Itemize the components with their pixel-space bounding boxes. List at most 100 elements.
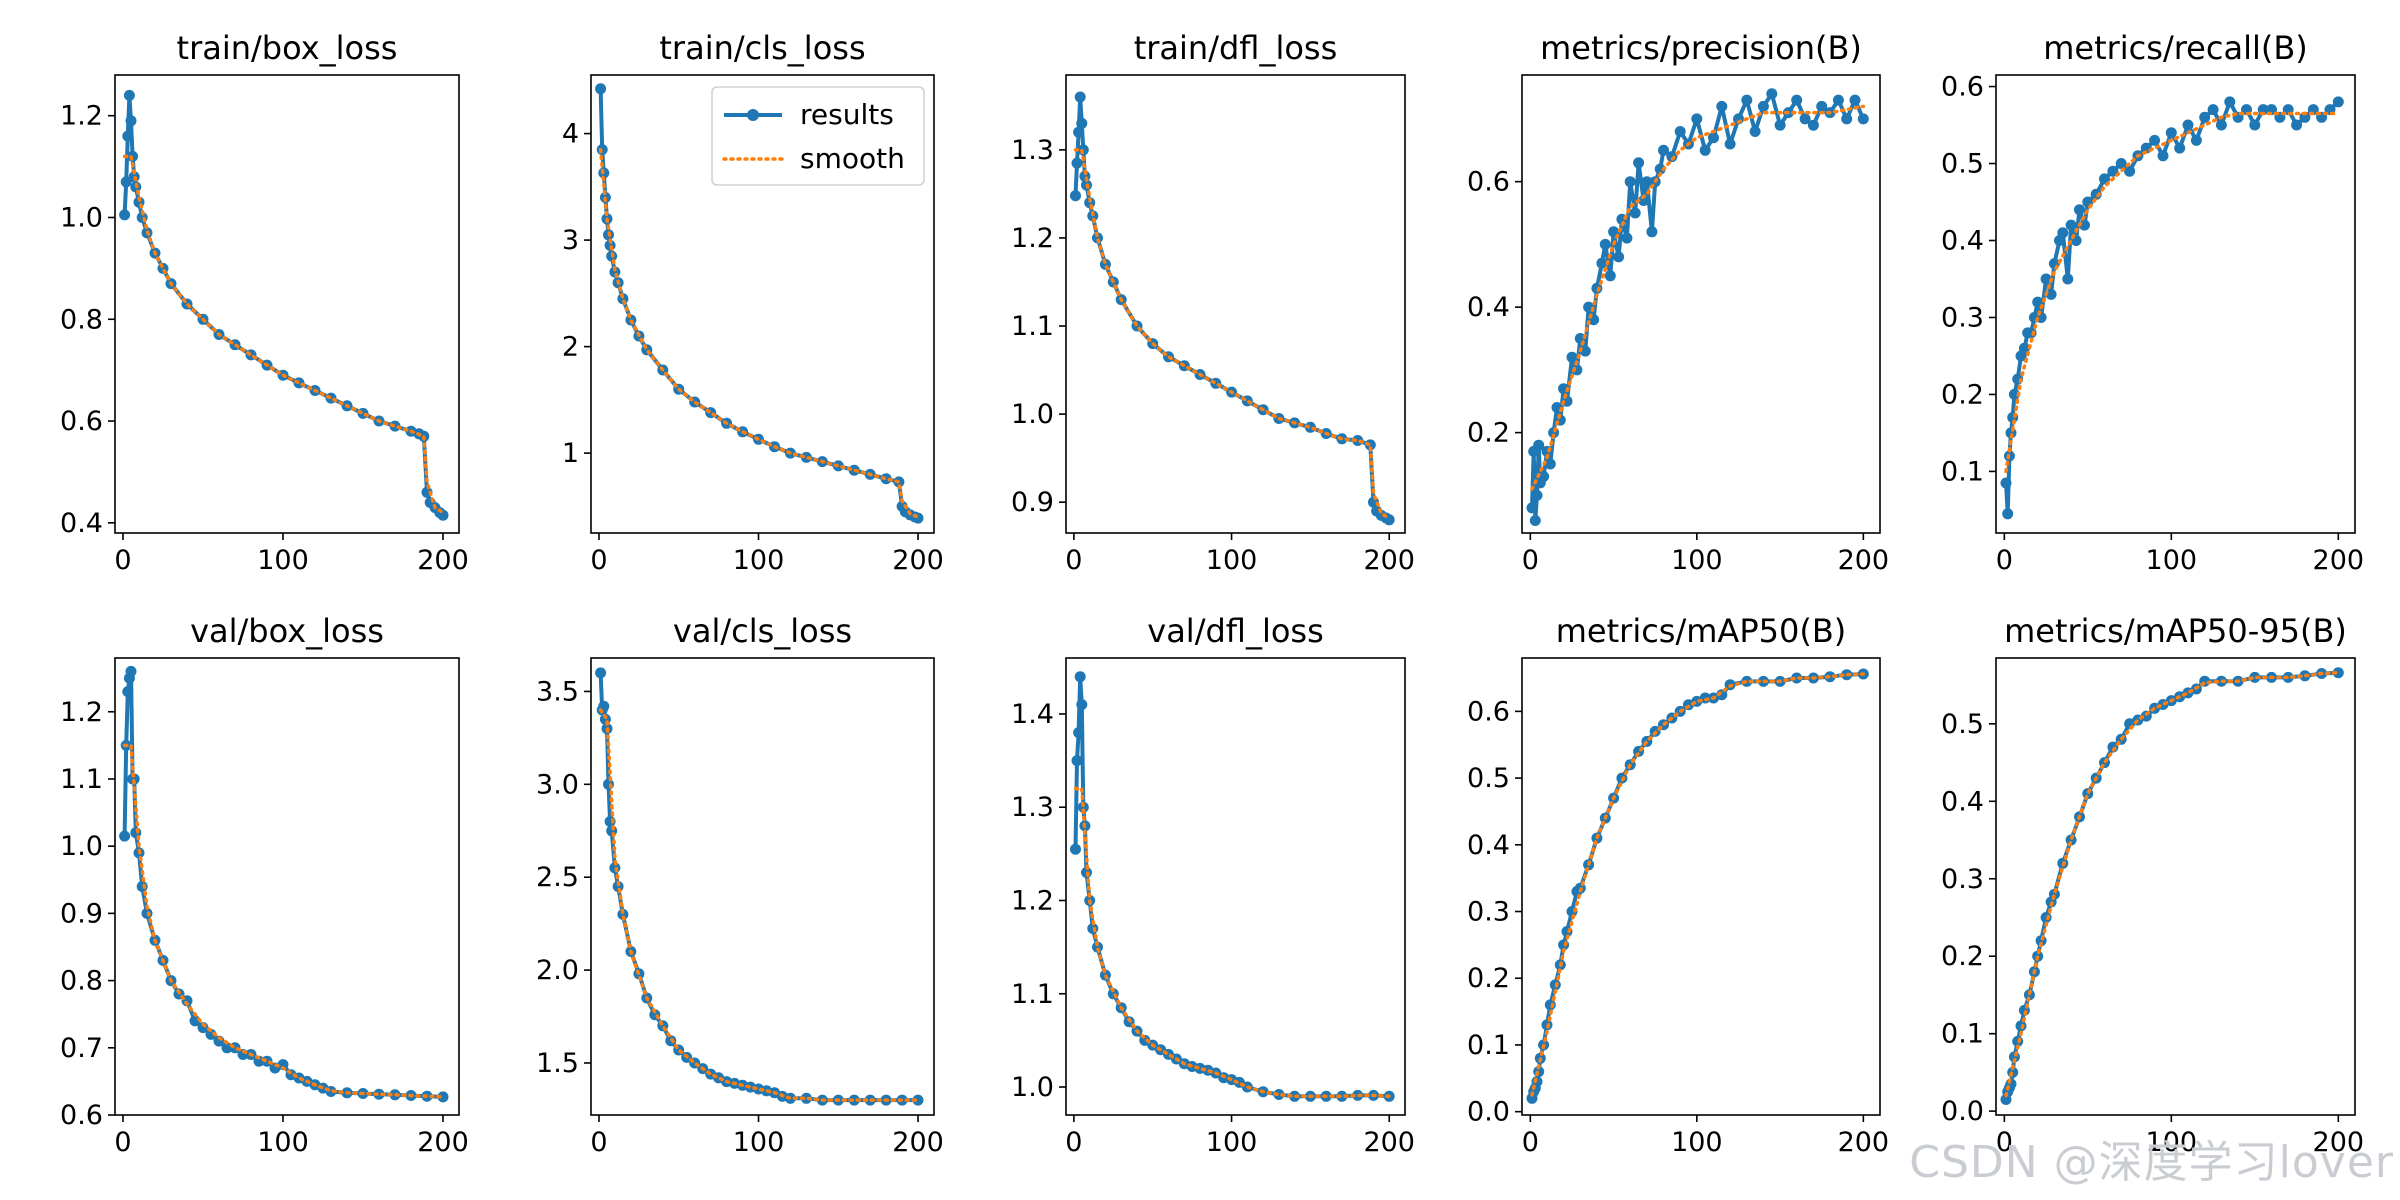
y-tick-label: 1.1 — [1011, 311, 1054, 342]
x-tick-label: 0 — [1065, 545, 1082, 576]
results-point — [2000, 477, 2012, 489]
results-point — [1071, 157, 1083, 169]
results-point — [1799, 113, 1811, 125]
results-point — [1073, 126, 1085, 138]
results-point — [595, 83, 607, 95]
results-point — [848, 1094, 860, 1106]
y-tick-label: 0.5 — [1941, 709, 1984, 740]
results-point — [1641, 176, 1653, 188]
results-point — [1076, 699, 1088, 711]
results-point — [1716, 100, 1728, 112]
results-point — [136, 881, 148, 892]
y-tick-label: 0.3 — [1467, 897, 1510, 928]
results-line — [2004, 99, 2340, 516]
panel-2: train/cls_loss 0 100 200 1 2 3 4 results smooth — [562, 29, 944, 576]
x-tick-label: 0 — [1522, 545, 1539, 576]
legend-frame — [711, 86, 925, 186]
results-point — [1674, 126, 1686, 137]
y-tick-label: 0.6 — [60, 1100, 103, 1131]
results-point — [1766, 88, 1778, 100]
results-line — [1073, 674, 1390, 1099]
results-point — [1629, 207, 1641, 219]
x-tick-label: 200 — [2313, 1127, 2365, 1158]
smooth-line — [1073, 786, 1391, 1099]
x-tick-label: 0 — [590, 1127, 607, 1158]
results-point — [1073, 727, 1085, 739]
axes-frame — [590, 74, 935, 534]
results-point — [1336, 1090, 1348, 1102]
results-point — [2299, 111, 2311, 123]
results-point — [2074, 204, 2085, 216]
y-tick-label: 0.8 — [60, 966, 103, 997]
results-line — [598, 672, 918, 1103]
axes-frame — [590, 657, 935, 1116]
y-tick-label: 0.0 — [1941, 1096, 1984, 1127]
results-point — [119, 830, 131, 842]
results-point — [1638, 195, 1650, 206]
panel-10: metrics/mAP50-95(B) 0 100 200 0.0 0.1 0.2 0.3 0.… — [1941, 612, 2364, 1158]
results-point — [1841, 113, 1853, 125]
panel-3: train/dfl_loss 0 100 200 0.9 1.0 1.1 1.2 1.3 — [1011, 29, 1415, 576]
x-tick-label: 0 — [1065, 1127, 1082, 1158]
y-tick-label: 1.2 — [60, 101, 103, 132]
y-tick-label: 0.2 — [1467, 963, 1510, 994]
results-point — [2048, 888, 2060, 900]
results-point — [1791, 94, 1803, 106]
y-tick-label: 2.5 — [536, 862, 579, 893]
y-tick-label: 1.1 — [60, 764, 103, 795]
y-tick-label: 1.2 — [60, 697, 103, 728]
y-tick-label: 0.8 — [60, 304, 103, 335]
panel-title: metrics/recall(B) — [2043, 29, 2308, 67]
results-point — [2332, 96, 2344, 108]
y-tick-label: 0.4 — [1467, 292, 1510, 323]
x-tick-label: 100 — [733, 545, 785, 576]
smooth-line — [1530, 104, 1866, 491]
x-tick-label: 100 — [2146, 1127, 2198, 1158]
results-point — [1749, 126, 1761, 137]
results-point — [373, 1088, 385, 1100]
y-tick-label: 1.0 — [60, 202, 103, 233]
x-tick-label: 0 — [1996, 1127, 2013, 1158]
results-point — [1604, 270, 1616, 282]
y-tick-label: 0.3 — [1941, 864, 1984, 895]
results-point — [2157, 150, 2169, 162]
x-tick-label: 100 — [2146, 545, 2198, 576]
panel-title: val/cls_loss — [673, 612, 852, 650]
axes-frame — [1995, 657, 2356, 1116]
results-point — [1538, 471, 1550, 482]
results-point — [912, 1094, 924, 1106]
results-point — [2062, 273, 2074, 285]
results-point — [1633, 157, 1645, 169]
x-tick-label: 200 — [1363, 545, 1415, 576]
results-point — [1076, 117, 1088, 129]
results-line — [1073, 95, 1391, 522]
results-point — [1832, 94, 1844, 106]
results-point — [2065, 219, 2077, 231]
results-point — [2190, 134, 2202, 146]
results-line — [1530, 91, 1866, 523]
axes-frame — [1521, 657, 1881, 1116]
x-tick-label: 100 — [1206, 545, 1258, 576]
y-tick-label: 0.1 — [1467, 1030, 1510, 1061]
results-point — [2207, 104, 2219, 116]
x-tick-label: 200 — [417, 545, 469, 576]
y-tick-label: 2 — [562, 332, 579, 363]
panel-9: metrics/mAP50(B) 0 100 200 0.0 0.1 0.2 0.3 0.4 0.… — [1467, 612, 1889, 1158]
y-tick-label: 0.9 — [1011, 487, 1054, 518]
results-point — [2099, 173, 2110, 185]
x-tick-label: 100 — [1671, 545, 1723, 576]
y-tick-label: 1.2 — [1011, 885, 1054, 916]
panel-title: metrics/mAP50-95(B) — [2004, 612, 2347, 650]
results-point — [122, 686, 134, 698]
results-point — [1708, 132, 1719, 144]
y-tick-label: 1.3 — [1011, 135, 1054, 166]
y-tick-label: 0.2 — [1941, 941, 1984, 972]
results-point — [2224, 96, 2236, 108]
smooth-line — [1530, 672, 1866, 1097]
y-tick-label: 0.5 — [1467, 763, 1510, 794]
results-point — [1596, 257, 1608, 269]
results-point — [2249, 671, 2261, 683]
results-point — [2045, 288, 2057, 300]
results-point — [1544, 458, 1556, 470]
